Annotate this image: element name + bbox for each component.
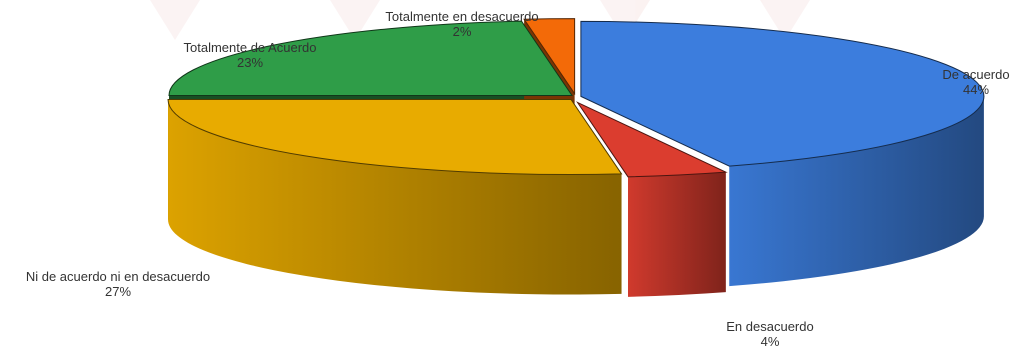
slice-value-label: 27% [104, 284, 132, 299]
slice-value-label: 44% [962, 82, 990, 97]
pie-slice-totalmente-de-acuerdo [168, 20, 573, 97]
slice-value-label: 2% [452, 24, 472, 39]
pie-slice-side-de-acuerdo [729, 96, 984, 287]
slice-label-ni-de-acuerdo-ni-en-desacuerdo: Ni de acuerdo ni en desacuerdo 27% [0, 269, 236, 299]
slice-category-label: Totalmente de Acuerdo [183, 40, 317, 55]
pie-slice-en-desacuerdo [576, 101, 728, 178]
slice-category-label: Totalmente en desacuerdo [385, 9, 539, 24]
slice-label-en-desacuerdo: En desacuerdo 4% [700, 319, 840, 349]
slice-label-de-acuerdo: De acuerdo 44% [930, 67, 1022, 97]
slice-category-label: De acuerdo [942, 67, 1010, 82]
pie-slice-totalmente-en-desacuerdo [523, 18, 576, 96]
watermark [150, 0, 810, 40]
pie-slice-ni-de-acuerdo-ni-en-desacuerdo [167, 99, 623, 176]
slice-label-totalmente-en-desacuerdo: Totalmente en desacuerdo 2% [352, 9, 572, 39]
pie-slice-side-en-desacuerdo [627, 172, 726, 297]
slice-category-label: En desacuerdo [726, 319, 814, 334]
pie-slice-side-ni-de-acuerdo-ni-en-desacuerdo [168, 99, 622, 295]
slice-label-totalmente-de-acuerdo: Totalmente de Acuerdo 23% [150, 40, 350, 70]
slice-value-label: 4% [760, 334, 780, 349]
pie-slice-de-acuerdo [580, 20, 985, 167]
slice-value-label: 23% [236, 55, 264, 70]
slice-category-label: Ni de acuerdo ni en desacuerdo [25, 269, 211, 284]
